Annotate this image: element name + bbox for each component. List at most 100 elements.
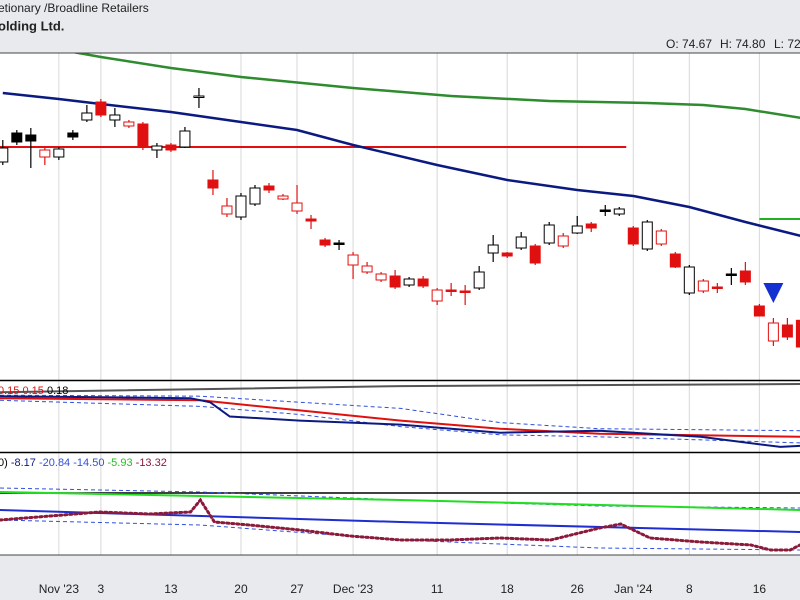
candle-body [445,289,457,292]
candle-body [655,230,667,245]
indicator-value: 0.15 [0,385,19,397]
candle-body [571,225,583,234]
candle-body [599,209,611,212]
indicator-value: 0.18 [47,385,68,397]
candle-body [123,121,135,127]
moving-average [72,53,800,120]
candle-body [235,195,247,218]
x-tick-label: Nov '23 [39,582,80,596]
candle-body [207,179,219,189]
moving-average [2,91,800,237]
candle-body [795,319,800,348]
candle-body [305,218,317,222]
candle-body [417,278,429,287]
candle-body [67,132,79,138]
candle-body [151,145,163,151]
candle-body [11,132,23,143]
indicator-line [0,491,800,511]
candle-body [277,195,289,200]
signal-marker [763,283,784,303]
candle-body [347,254,359,266]
candle-body [543,224,555,244]
candle-body [81,112,93,121]
indicator-value: 0) [0,457,8,469]
candle-body [95,101,107,116]
candle-body [179,130,191,148]
candle-body [53,148,65,158]
indicator-line [0,519,800,551]
ohlc-low: L: 72 [774,37,800,51]
ohlc-high: H: 74.80 [720,37,766,51]
x-tick-label: Jan '24 [614,582,653,596]
indicator-value: -20.84 [39,457,70,469]
candle-body [109,114,121,121]
candle-body [333,242,345,245]
candle-body [39,149,51,158]
candle-body [487,244,499,254]
x-tick-label: 3 [98,582,105,596]
candle-body [753,305,765,317]
candle-body [529,245,541,264]
candle-body [403,278,415,286]
candle-body [291,202,303,212]
indicator-line [0,487,800,509]
candle-body [375,273,387,281]
header-bg [0,0,800,53]
x-tick-label: 8 [686,582,693,596]
company-name: olding Ltd. [0,18,64,33]
candle-body [137,123,149,147]
candle-body [725,273,737,276]
candle-body [515,236,527,249]
candle-body [389,275,401,288]
candle-body [319,239,331,246]
candle-body [431,289,443,302]
candle-body [683,266,695,294]
indicator-value: -14.50 [73,457,104,469]
indicator-value: -5.93 [108,457,133,469]
candle-body [585,223,597,229]
x-tick-label: 26 [571,582,585,596]
indicator-line [0,395,800,448]
candle-body [221,205,233,215]
candle-body [0,147,9,163]
x-tick-label: 18 [501,582,515,596]
x-tick-label: 27 [290,582,304,596]
candle-body [767,322,779,342]
indicator-value: -8.17 [11,457,36,469]
indicator-line [0,497,800,552]
indicator-line [0,399,800,444]
candle-body [165,144,177,151]
x-tick-label: 11 [431,582,444,596]
x-tick-label: Dec '23 [333,582,374,596]
candle-body [263,185,275,191]
indicator-label: 0) -8.17 -20.84 -14.50 -5.93 -13.32 [0,457,167,469]
candle-body [641,221,653,250]
candle-body [501,252,513,257]
x-tick-label: 16 [753,582,767,596]
indicator-value: -13.32 [136,457,167,469]
candle-body [669,253,681,268]
candle-body [25,134,37,142]
candle-body [557,235,569,247]
candle-body [361,265,373,273]
candle-body [193,95,205,98]
x-tick-label: 13 [164,582,178,596]
candle-body [249,187,261,205]
indicator-value: 0.15 [22,385,43,397]
ohlc-open: O: 74.67 [666,37,712,51]
candle-body [473,271,485,289]
candle-body [613,208,625,215]
indicator-line [0,394,800,432]
indicator-line [0,383,800,394]
axis-bg [0,555,800,600]
candle-body [627,227,639,245]
candle-body [711,286,723,289]
indicator-label: 0.15 0.15 0.18 [0,385,68,397]
x-tick-label: 20 [234,582,248,596]
sector: etionary /Broadline Retailers [0,1,149,15]
candle-body [781,324,793,338]
candle-body [459,290,471,293]
candle-body [739,270,751,283]
